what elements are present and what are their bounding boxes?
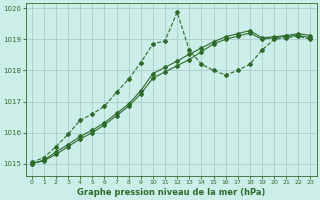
X-axis label: Graphe pression niveau de la mer (hPa): Graphe pression niveau de la mer (hPa)	[77, 188, 265, 197]
